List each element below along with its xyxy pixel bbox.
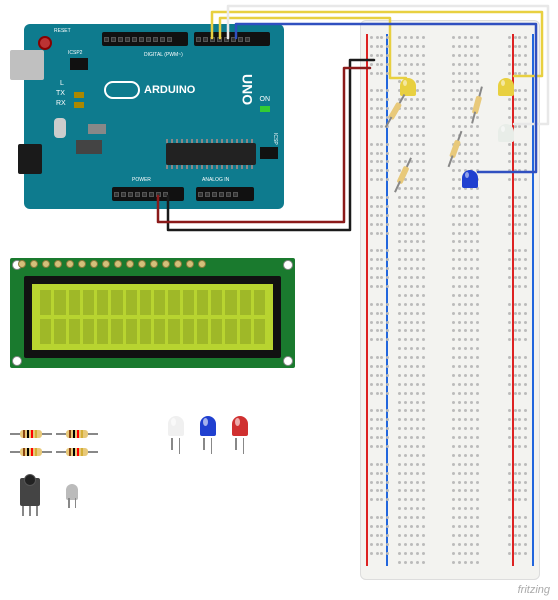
reset-label: RESET (54, 28, 71, 34)
bb-led-yellow (498, 78, 514, 96)
potentiometer (20, 478, 42, 516)
infinity-icon (104, 81, 140, 99)
rx-label: RX (56, 100, 66, 107)
lcd-screen (32, 284, 273, 350)
arduino-logo: ARDUINO UNO (104, 74, 255, 105)
digital-header-left (102, 32, 188, 46)
rx-led (74, 102, 84, 108)
model-text: UNO (239, 74, 255, 105)
digital-pwm-label: DIGITAL (PWM~) (144, 52, 183, 58)
bb-led-white (498, 124, 514, 142)
power-header (112, 187, 184, 201)
on-led (260, 106, 270, 112)
lcd-pin-row (18, 260, 206, 268)
brand-text: ARDUINO (144, 84, 195, 96)
icsp-label-2: ICSP (272, 133, 278, 145)
resistor (10, 430, 52, 438)
icsp-header-2 (260, 147, 278, 159)
analog-header (196, 187, 254, 201)
atmega-chip (166, 143, 256, 165)
resistor (56, 448, 98, 456)
resistor (56, 430, 98, 438)
analog-label: ANALOG IN (202, 177, 229, 183)
lcd-16x2 (10, 258, 295, 368)
led-white (168, 416, 186, 444)
l-label: L (60, 80, 64, 87)
digital-header-right (194, 32, 270, 46)
lcd-bezel (24, 276, 281, 358)
smd-1 (88, 124, 106, 134)
capacitor (66, 484, 80, 508)
crystal (54, 118, 66, 138)
resistor (10, 448, 52, 456)
icsp-header-1 (70, 58, 88, 70)
tx-led (74, 92, 84, 98)
bb-led-blue (462, 170, 478, 188)
breadboard (360, 20, 540, 580)
diagram-canvas: RESET DIGITAL (PWM~) ICSP2 L TX RX ARDUI… (0, 0, 558, 600)
tx-label: TX (56, 90, 65, 97)
smd-2 (76, 140, 102, 154)
icsp-label-1: ICSP2 (68, 50, 82, 56)
reset-button (38, 36, 52, 50)
on-label: ON (260, 96, 271, 103)
led-blue (200, 416, 218, 444)
arduino-uno: RESET DIGITAL (PWM~) ICSP2 L TX RX ARDUI… (24, 24, 284, 209)
watermark: fritzing (518, 584, 550, 596)
led-red (232, 416, 250, 444)
power-label: POWER (132, 177, 151, 183)
